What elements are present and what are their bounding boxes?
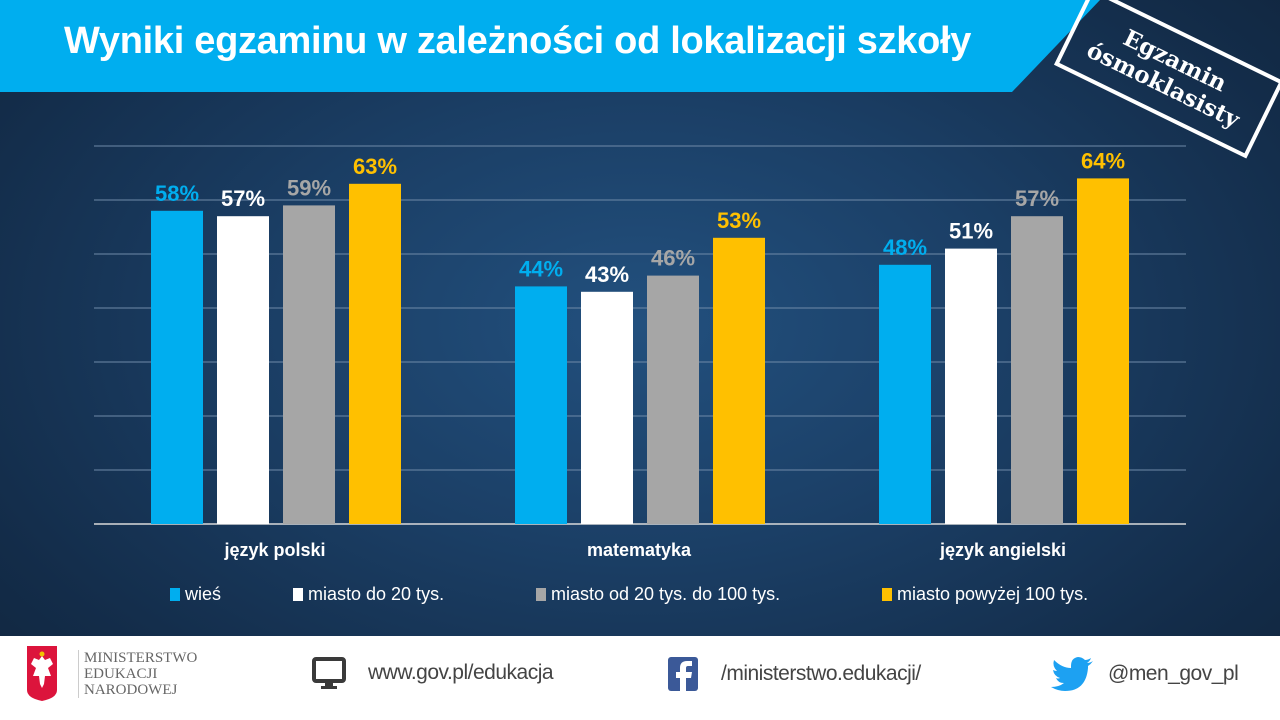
ministry-line: NARODOWEJ: [84, 682, 178, 698]
footer: MINISTERSTWO EDUKACJI NARODOWEJ www.gov.…: [0, 636, 1280, 720]
facebook-link[interactable]: /ministerstwo.edukacji/: [667, 656, 921, 692]
legend-swatch: [293, 588, 303, 601]
website-text[interactable]: www.gov.pl/edukacja: [368, 661, 554, 684]
bar: [581, 291, 633, 524]
legend-label: miasto do 20 tys.: [308, 584, 445, 604]
data-label: 59%: [287, 175, 331, 200]
bar: [283, 205, 335, 524]
data-label: 64%: [1081, 148, 1125, 173]
bar-chart: 58% 57% 59% 63% 44% 43% 46% 53% 48% 51% 57% 64%: [94, 145, 1186, 525]
data-label: 46%: [651, 246, 695, 271]
bar: [647, 275, 699, 524]
legend-item-miasto-powyzej-100: miasto powyżej 100 tys.: [882, 584, 1088, 605]
data-label: 44%: [519, 256, 563, 281]
category-label-angielski: język angielski: [939, 540, 1067, 560]
bar: [713, 237, 765, 525]
bar: [349, 183, 401, 525]
legend-swatch: [882, 588, 892, 601]
data-label: 63%: [353, 154, 397, 179]
twitter-icon: [1051, 657, 1093, 691]
bar: [1011, 216, 1063, 524]
monitor-icon: [312, 657, 346, 689]
legend-item-miasto-20-100: miasto od 20 tys. do 100 tys.: [536, 584, 780, 605]
header-banner: [0, 0, 1100, 92]
bar: [945, 248, 997, 524]
ministry-line: MINISTERSTWO: [84, 650, 198, 666]
data-label: 58%: [155, 181, 199, 206]
category-label-polski: język polski: [224, 540, 326, 560]
bar: [217, 216, 269, 524]
data-label: 51%: [949, 219, 993, 244]
legend-label: wieś: [185, 584, 222, 604]
chart-legend: wieś miasto do 20 tys. miasto od 20 tys.…: [0, 584, 1280, 608]
data-label: 57%: [1015, 186, 1059, 211]
facebook-icon: [668, 657, 698, 691]
legend-item-wies: wieś: [170, 584, 221, 605]
bar: [151, 210, 203, 525]
ministry-name: MINISTERSTWO EDUKACJI NARODOWEJ: [84, 650, 197, 698]
category-label-matematyka: matematyka: [586, 540, 692, 560]
data-label: 53%: [717, 208, 761, 233]
legend-label: miasto powyżej 100 tys.: [897, 584, 1089, 604]
data-label: 48%: [883, 235, 927, 260]
ministry-separator: [78, 650, 79, 698]
facebook-text[interactable]: /ministerstwo.edukacji/: [721, 662, 921, 685]
legend-label: miasto od 20 tys. do 100 tys.: [551, 584, 781, 604]
bar: [515, 286, 567, 524]
twitter-text[interactable]: @men_gov_pl: [1108, 662, 1239, 685]
data-label: 43%: [585, 262, 629, 287]
twitter-link[interactable]: @men_gov_pl: [1050, 656, 1239, 692]
ministry-line: EDUKACJI: [84, 666, 158, 682]
bar: [879, 264, 931, 524]
website-link[interactable]: www.gov.pl/edukacja: [312, 656, 554, 690]
polish-emblem-icon: [27, 646, 57, 701]
page-title: Wyniki egzaminu w zależności od lokaliza…: [64, 20, 972, 62]
legend-swatch: [536, 588, 546, 601]
legend-item-miasto-do-20: miasto do 20 tys.: [293, 584, 444, 605]
legend-swatch: [170, 588, 180, 601]
bar: [1077, 178, 1129, 524]
data-label: 57%: [221, 186, 265, 211]
